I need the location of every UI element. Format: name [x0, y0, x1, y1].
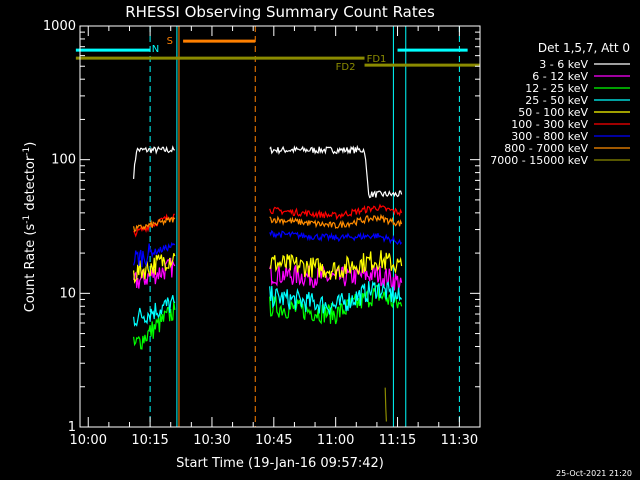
y-tick-label: 100 — [51, 153, 76, 168]
y-tick-label: 1 — [68, 420, 76, 435]
series-0-segment-0 — [133, 145, 176, 179]
series-6-segment-1 — [269, 229, 403, 245]
legend-label-5: 100 - 300 keV — [511, 118, 588, 131]
legend-label-7: 800 - 7000 keV — [504, 142, 588, 155]
legend-label-6: 300 - 800 keV — [511, 130, 588, 143]
series-6-segment-0 — [133, 241, 176, 268]
legend-label-1: 6 - 12 keV — [532, 70, 588, 83]
x-tick-label: 10:15 — [131, 433, 168, 448]
legend-header: Det 1,5,7, Att 0 — [538, 41, 630, 55]
legend-label-4: 50 - 100 keV — [518, 106, 588, 119]
series-3-segment-0 — [133, 295, 176, 327]
legend-label-8: 7000 - 15000 keV — [490, 154, 588, 167]
legend-label-0: 3 - 6 keV — [539, 58, 588, 71]
series-2-segment-0 — [133, 301, 176, 350]
x-tick-label: 11:30 — [441, 433, 478, 448]
x-tick-label: 10:30 — [193, 433, 230, 448]
x-tick-label: 11:15 — [379, 433, 416, 448]
x-tick-label: 11:00 — [317, 433, 354, 448]
legend-label-3: 25 - 50 keV — [525, 94, 588, 107]
y-axis-label: Count Rate (s-1 detector-1) — [22, 142, 38, 313]
plot-area: SN FD1 FD2 1 10 100 1000 10:00 10:15 10:30 10:45 11… — [43, 19, 481, 448]
series-5-segment-1 — [269, 203, 403, 221]
x-axis-label: Start Time (19-Jan-16 09:57:42) — [176, 456, 384, 471]
series-0-segment-1 — [269, 144, 403, 199]
x-tick-label: 10:45 — [255, 433, 292, 448]
series-7-segment-0 — [133, 216, 176, 233]
flag-label-n: N — [152, 44, 159, 55]
timestamp: 25-Oct-2021 21:20 — [556, 469, 632, 478]
x-tick-label: 10:00 — [70, 433, 107, 448]
series-3-segment-1 — [269, 280, 403, 315]
flag-label-s: S — [167, 36, 173, 47]
flag-label-fd2: FD2 — [336, 62, 356, 73]
series-1-segment-0 — [133, 257, 176, 289]
y-tick-label: 10 — [59, 286, 76, 301]
y-tick-label: 1000 — [43, 19, 76, 34]
flag-label-fd1: FD1 — [367, 54, 387, 65]
series-8-segment-0 — [384, 387, 387, 422]
plot-frame — [79, 25, 481, 428]
series-7-segment-1 — [269, 213, 403, 229]
series-4-segment-1 — [269, 250, 403, 280]
legend-label-2: 12 - 25 keV — [525, 82, 588, 95]
series-4-segment-0 — [133, 253, 176, 284]
chart-title: RHESSI Observing Summary Count Rates — [125, 3, 435, 21]
